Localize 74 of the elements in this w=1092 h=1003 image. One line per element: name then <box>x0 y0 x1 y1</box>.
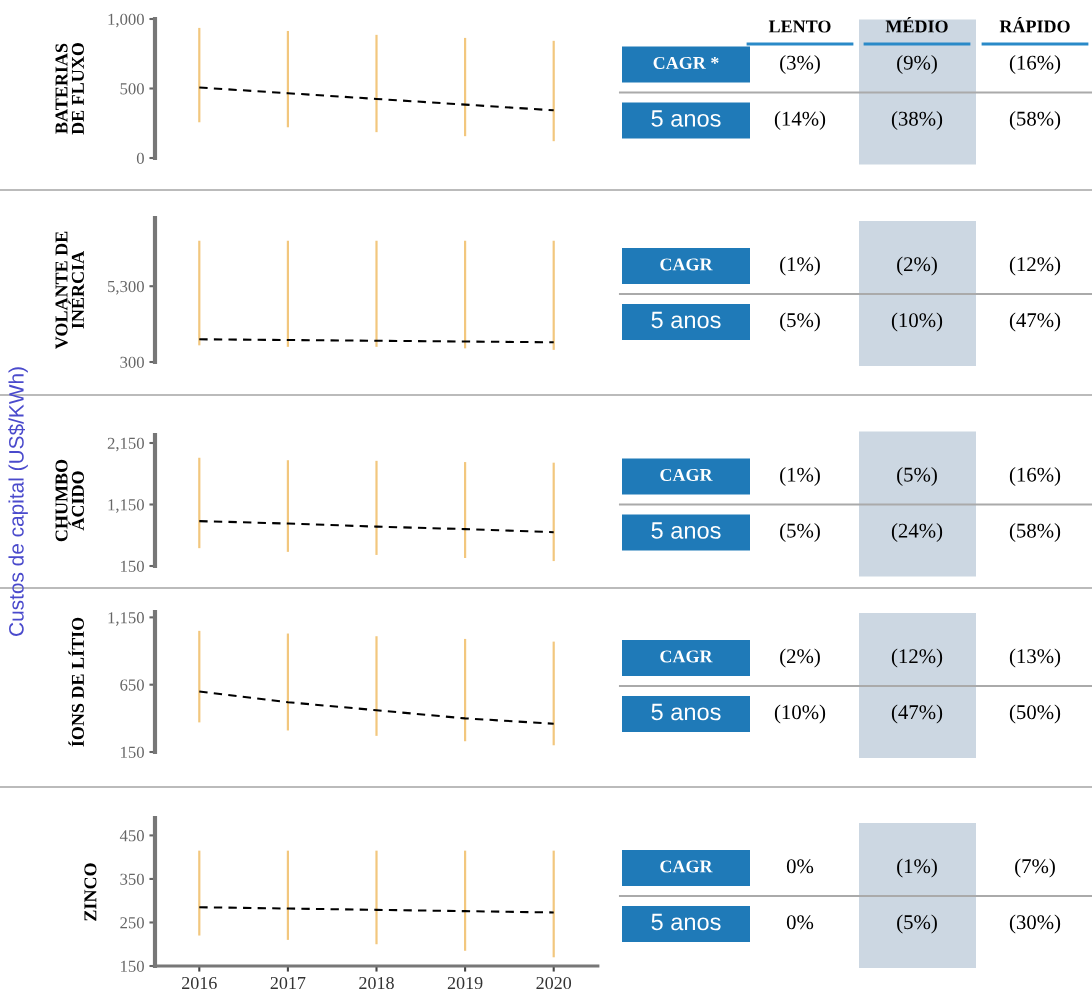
text: (5%) <box>780 312 820 332</box>
line-series <box>198 520 555 534</box>
y-tick-label: 650 <box>120 679 144 691</box>
category-label: 5 anos <box>651 110 721 127</box>
text: (5%) <box>780 523 820 542</box>
y-axis-title: VOLANTE DE INÉRCIA <box>55 231 84 350</box>
y-tick-label: 2,150 <box>107 437 144 452</box>
text: (1%) <box>897 858 937 878</box>
category-label: CAGR * <box>653 56 719 70</box>
y-tick-label: 1,150 <box>108 499 144 513</box>
bar <box>375 636 378 736</box>
text: (14%) <box>774 111 826 130</box>
x-tick-label: 2016 <box>182 976 217 990</box>
category-label: CAGR <box>660 650 713 663</box>
y-tick-label: 1,150 <box>108 612 144 626</box>
text: (58%) <box>1009 111 1061 130</box>
text: (13%) <box>1009 648 1061 668</box>
category-label: CAGR <box>660 468 713 482</box>
text: (1%) <box>780 256 820 276</box>
category-label: 5 anos <box>651 311 721 329</box>
y-tick-label: 500 <box>120 83 144 95</box>
x-tick-label: 2017 <box>270 976 306 990</box>
text: (24%) <box>891 523 943 542</box>
text: (7%) <box>1015 858 1055 878</box>
category-label: MÉDIO <box>885 16 948 33</box>
text: (50%) <box>1009 704 1061 724</box>
text: (9%) <box>897 55 937 74</box>
category-label: CAGR <box>660 258 713 271</box>
y-tick-label: 250 <box>120 917 144 929</box>
text: (2%) <box>780 648 820 668</box>
y-tick-label: 1,000 <box>108 13 144 28</box>
y-axis-title: BATERIAS DE FLUXO <box>55 42 84 135</box>
x-tick-label: 2019 <box>447 976 483 990</box>
text: (38%) <box>891 111 943 130</box>
text: (5%) <box>897 467 937 486</box>
y-tick-label: 350 <box>120 873 144 885</box>
bar <box>375 34 378 133</box>
y-tick-label: 150 <box>121 746 144 758</box>
y-tick-label: 150 <box>121 960 144 972</box>
line-series <box>198 86 555 112</box>
y-tick-label: 0 <box>136 152 144 164</box>
text: (12%) <box>891 648 943 668</box>
x-tick-label: 2018 <box>359 976 394 990</box>
text: (16%) <box>1009 55 1061 74</box>
category-label: 5 anos <box>651 913 721 931</box>
line-series <box>198 690 555 725</box>
y-axis-title: CHUMBO ÁCIDO <box>55 459 84 542</box>
text: 0% <box>786 859 814 874</box>
category-label: LENTO <box>768 20 831 33</box>
text: (30%) <box>1009 914 1061 934</box>
x-tick-label: 2020 <box>536 976 572 990</box>
text: (47%) <box>891 704 943 724</box>
text: (58%) <box>1009 523 1061 542</box>
category-label: 5 anos <box>651 703 721 721</box>
y-axis-title: ÍONS DE LÍTIO <box>68 617 84 747</box>
y-tick-label: 300 <box>120 356 144 368</box>
y-tick-label: 450 <box>119 830 144 842</box>
text: (1%) <box>780 467 820 486</box>
category-label: RÁPIDO <box>999 16 1070 33</box>
text: (47%) <box>1009 312 1061 332</box>
text: (12%) <box>1009 256 1061 276</box>
text: Custos de capital (US$/KWh) <box>8 367 28 636</box>
category-label: 5 anos <box>651 522 721 539</box>
text: (10%) <box>891 312 943 332</box>
text: 0% <box>786 915 814 930</box>
category-label: CAGR <box>660 860 713 873</box>
y-axis-title: ZINCO <box>84 863 97 921</box>
text: (16%) <box>1009 467 1061 486</box>
y-tick-label: 5,300 <box>108 280 144 295</box>
text: (5%) <box>897 914 937 934</box>
text: (2%) <box>897 256 937 276</box>
text: (3%) <box>780 55 820 74</box>
text: (10%) <box>774 704 826 724</box>
y-tick-label: 150 <box>121 560 144 572</box>
